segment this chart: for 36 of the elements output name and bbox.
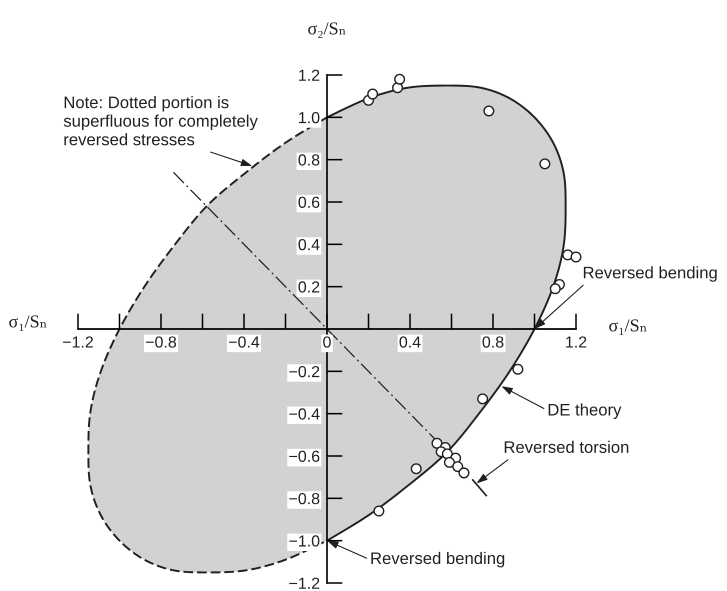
x-tick-label: 0.8 [482, 336, 504, 348]
y-tick-label: 1.0 [299, 112, 320, 124]
point [410, 463, 422, 474]
y-tick-label: −1.2 [289, 578, 320, 589]
y-tick-label: −1.0 [289, 535, 320, 547]
point [550, 283, 561, 294]
text: σ₁/Sₙ [609, 319, 647, 335]
y-tick-label: 0.4 [298, 238, 320, 250]
y-tick-label: 1.2 [299, 70, 320, 81]
y-tick-label: 0.8 [298, 154, 320, 166]
point [373, 506, 384, 517]
point [392, 82, 404, 94]
y-axis-title: σ₂/Sₙ [308, 22, 346, 38]
annotation: Reversed bending [584, 266, 717, 282]
point [539, 158, 550, 170]
annotation: Note: Dotted portion is superfluous for completely reversed stresses [64, 96, 258, 146]
annotation: Reversed bending [371, 552, 504, 568]
y-tick-label: −0.2 [289, 366, 320, 378]
x-tick-label: −0.4 [229, 336, 260, 348]
x-tick-label: 1.2 [566, 336, 586, 348]
x-tick-label: −0.8 [146, 336, 176, 348]
y-tick-label: −0.6 [289, 450, 320, 462]
x-tick-label: 0.4 [400, 336, 421, 348]
point [477, 393, 488, 404]
point [367, 88, 378, 100]
x-axis-title: σ₁/Sₙ [9, 315, 47, 331]
point [394, 74, 406, 85]
x-tick-label: 0 [323, 336, 331, 348]
annotation: DE theory [548, 403, 622, 419]
y-tick-label: −0.4 [289, 408, 320, 420]
x-tick-label: −1.2 [63, 336, 93, 348]
point [483, 105, 494, 116]
y-tick-label: −0.8 [289, 492, 320, 504]
y-tick-label: 0.6 [298, 196, 320, 208]
annotation: Reversed torsion [504, 440, 628, 453]
y-tick-label: 0.2 [298, 281, 320, 293]
